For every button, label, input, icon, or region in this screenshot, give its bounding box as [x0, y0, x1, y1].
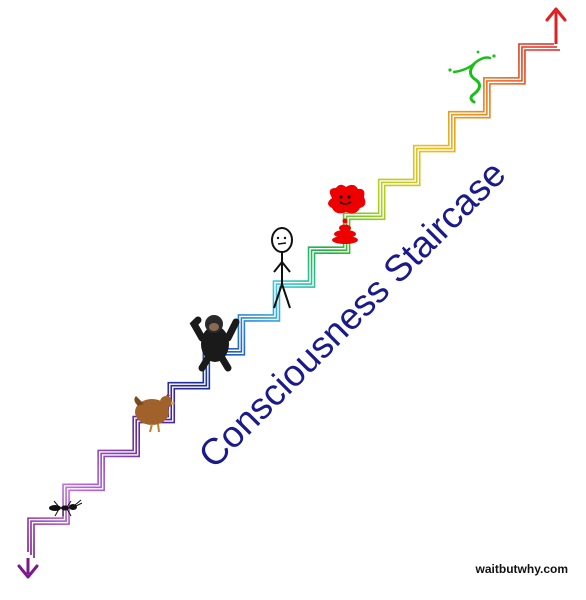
chimp-icon — [189, 315, 240, 372]
stair-steps — [27, 43, 560, 558]
ant-icon — [49, 499, 83, 517]
top-arrow-icon — [545, 7, 567, 44]
source-credit: waitbutwhy.com — [475, 562, 568, 576]
green-squiggle-icon — [448, 50, 496, 104]
red-blob-icon — [328, 184, 366, 244]
stick-figure-icon — [271, 227, 293, 309]
stair-line-1 — [27, 43, 554, 552]
bottom-arrow-icon — [17, 558, 39, 579]
chicken-icon — [134, 393, 176, 433]
stair-line-3 — [33, 49, 560, 558]
stair-line-2 — [30, 46, 557, 555]
